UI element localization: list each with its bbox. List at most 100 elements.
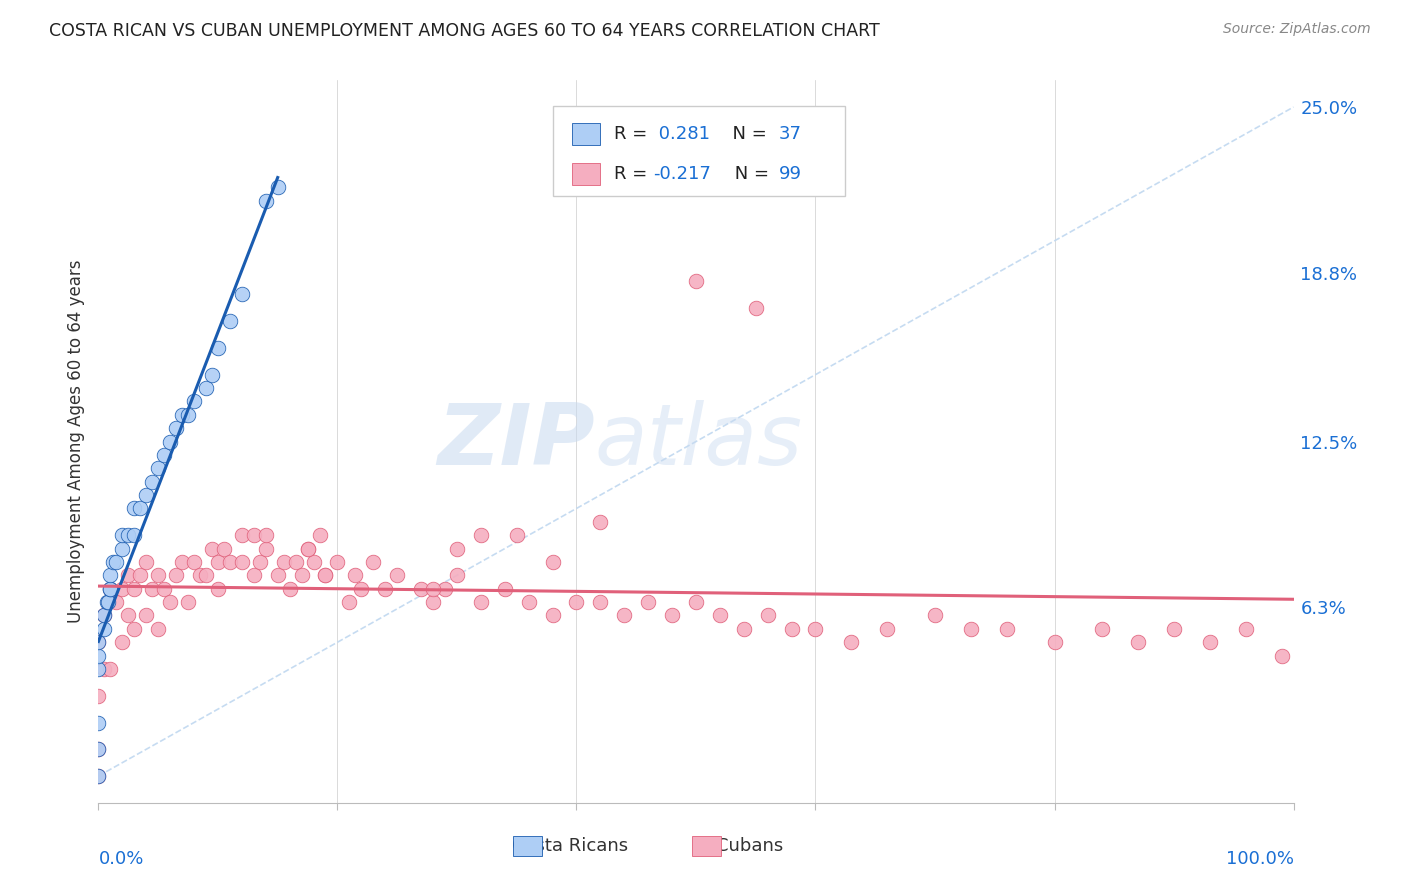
Point — [117, 608, 139, 623]
Point — [446, 541, 468, 556]
Point — [201, 541, 224, 556]
Point — [661, 608, 683, 623]
Point — [960, 622, 983, 636]
Point — [153, 582, 176, 596]
Point — [1128, 635, 1150, 649]
Point — [111, 582, 134, 596]
Point — [470, 528, 492, 542]
Point — [98, 582, 122, 596]
Point — [565, 595, 588, 609]
Point — [148, 568, 170, 582]
Point — [995, 622, 1018, 636]
Text: Cubans: Cubans — [716, 838, 783, 855]
Point — [87, 635, 110, 649]
Point — [297, 541, 319, 556]
Point — [344, 568, 367, 582]
Text: COSTA RICAN VS CUBAN UNEMPLOYMENT AMONG AGES 60 TO 64 YEARS CORRELATION CHART: COSTA RICAN VS CUBAN UNEMPLOYMENT AMONG … — [49, 22, 880, 40]
Point — [87, 635, 110, 649]
Point — [97, 595, 120, 609]
Point — [374, 582, 396, 596]
Point — [212, 541, 235, 556]
Text: Costa Ricans: Costa Ricans — [512, 838, 628, 855]
Point — [733, 622, 755, 636]
Point — [254, 541, 277, 556]
Point — [273, 555, 295, 569]
Point — [111, 541, 134, 556]
Point — [385, 568, 409, 582]
Point — [93, 662, 115, 676]
Point — [159, 595, 181, 609]
Point — [254, 528, 277, 542]
Point — [98, 568, 122, 582]
Point — [1091, 622, 1114, 636]
Point — [124, 528, 146, 542]
Text: atlas: atlas — [595, 400, 803, 483]
Point — [93, 608, 115, 623]
Point — [105, 555, 128, 569]
Point — [188, 568, 211, 582]
Point — [924, 608, 946, 623]
Point — [1234, 622, 1257, 636]
Point — [93, 608, 115, 623]
Point — [1043, 635, 1066, 649]
Point — [87, 742, 110, 756]
Point — [219, 555, 242, 569]
Point — [87, 648, 110, 663]
Point — [207, 582, 229, 596]
Point — [326, 555, 349, 569]
Point — [135, 555, 157, 569]
Y-axis label: Unemployment Among Ages 60 to 64 years: Unemployment Among Ages 60 to 64 years — [66, 260, 84, 624]
FancyBboxPatch shape — [572, 163, 600, 185]
Point — [308, 528, 330, 542]
Text: 0.281: 0.281 — [652, 125, 710, 143]
Point — [93, 622, 115, 636]
Point — [177, 595, 200, 609]
Point — [756, 608, 779, 623]
Point — [254, 194, 277, 208]
Point — [165, 421, 187, 435]
Point — [494, 582, 516, 596]
Point — [841, 635, 863, 649]
Text: N =: N = — [721, 125, 772, 143]
Point — [135, 488, 157, 502]
Point — [129, 501, 152, 516]
Point — [709, 608, 731, 623]
Point — [297, 541, 319, 556]
Point — [231, 555, 253, 569]
Point — [422, 595, 444, 609]
Point — [172, 555, 194, 569]
Point — [96, 595, 118, 609]
FancyBboxPatch shape — [513, 836, 541, 855]
Text: 99: 99 — [779, 165, 801, 183]
Point — [87, 662, 110, 676]
Point — [87, 769, 110, 783]
Point — [219, 314, 242, 328]
Point — [434, 582, 457, 596]
Point — [207, 555, 229, 569]
Point — [541, 555, 564, 569]
Point — [87, 715, 110, 730]
Point — [470, 595, 492, 609]
Point — [231, 287, 253, 301]
Text: ZIP: ZIP — [437, 400, 595, 483]
Point — [159, 434, 181, 449]
Point — [111, 528, 134, 542]
Point — [267, 180, 290, 194]
Point — [98, 662, 122, 676]
Point — [98, 582, 122, 596]
Point — [135, 608, 157, 623]
Point — [637, 595, 659, 609]
Point — [446, 568, 468, 582]
Point — [541, 608, 564, 623]
Text: N =: N = — [730, 165, 775, 183]
Point — [291, 568, 314, 582]
Point — [267, 568, 290, 582]
Point — [278, 582, 301, 596]
Point — [172, 408, 194, 422]
Point — [129, 568, 152, 582]
Point — [613, 608, 636, 623]
Point — [804, 622, 827, 636]
Point — [517, 595, 540, 609]
Point — [231, 528, 253, 542]
Point — [1163, 622, 1185, 636]
